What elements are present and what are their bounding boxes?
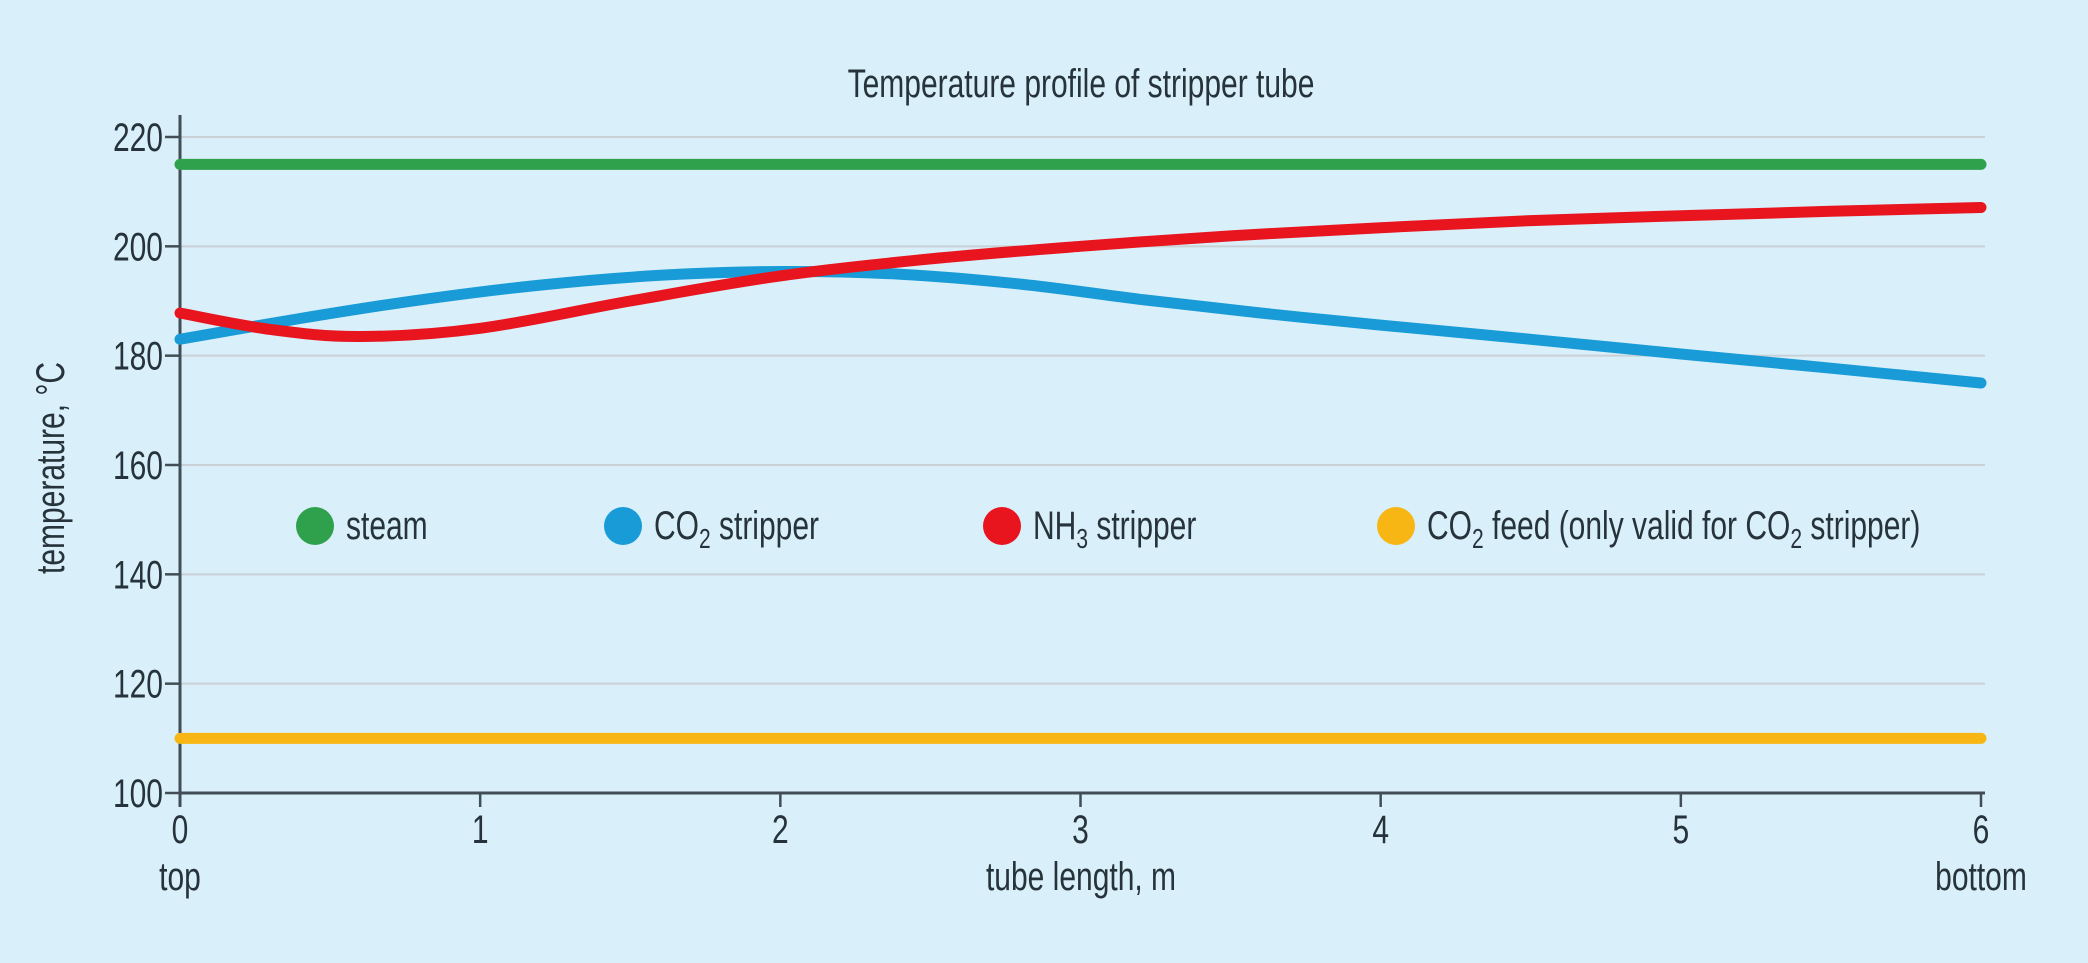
legend-item-co2-stripper: CO2 stripper (604, 504, 819, 555)
legend-swatch-steam (296, 507, 334, 545)
legend-label-text: CO (654, 504, 699, 548)
x-tick-label-1: 1 (472, 808, 489, 852)
x-axis-label: tube length, m (986, 855, 1176, 899)
y-tick-label-120: 120 (113, 663, 163, 707)
legend-label-subscript: 3 (1076, 524, 1088, 555)
legend: steam CO2 stripper NH3 stripper CO2 feed (o… (296, 504, 1920, 555)
curve-layer (174, 158, 1987, 744)
x-tick-label-0: 0 (172, 808, 189, 852)
legend-label-text: NH (1033, 504, 1076, 548)
legend-item-co2-feed: CO2 feed (only valid for CO2 stripper) (1377, 504, 1920, 555)
series-line-co2-stripper (174, 265, 1987, 389)
y-tick-label-200: 200 (113, 225, 163, 269)
legend-item-nh3-stripper: NH3 stripper (983, 504, 1197, 555)
x-tick-label-6: 6 (1973, 808, 1990, 852)
x-axis-end-label-bottom: bottom (1935, 855, 2027, 899)
y-axis-label: temperature, °C (29, 362, 73, 574)
x-tick-label-4: 4 (1372, 808, 1389, 852)
legend-swatch-nh3-stripper (983, 507, 1021, 545)
legend-label-subscript: 2 (1790, 524, 1802, 555)
axis-layer (165, 115, 1985, 807)
legend-label-text: stripper (711, 504, 820, 548)
x-tick-label-2: 2 (772, 808, 789, 852)
legend-label-steam: steam (346, 504, 428, 548)
x-axis-end-label-top: top (159, 855, 201, 899)
legend-label-co2-stripper: CO2 stripper (654, 504, 819, 555)
legend-item-steam: steam (296, 504, 428, 548)
legend-swatch-co2-feed (1377, 507, 1415, 545)
y-tick-label-180: 180 (113, 335, 163, 379)
legend-label-co2-feed: CO2 feed (only valid for CO2 stripper) (1427, 504, 1920, 555)
legend-label-subscript: 2 (1472, 524, 1484, 555)
y-tick-label-100: 100 (113, 772, 163, 816)
legend-label-text: feed (only valid for CO (1484, 504, 1791, 548)
legend-swatch-co2-stripper (604, 507, 642, 545)
legend-label-text: steam (346, 504, 428, 548)
legend-label-text: stripper (1088, 504, 1197, 548)
legend-label-text: stripper) (1802, 504, 1920, 548)
series-line-nh3-stripper (174, 202, 1987, 343)
x-tick-label-3: 3 (1072, 808, 1089, 852)
x-tick-label-5: 5 (1672, 808, 1689, 852)
y-tick-label-220: 220 (113, 116, 163, 160)
y-tick-label-160: 160 (113, 444, 163, 488)
tick-label-layer: 100 120 140 160 180 200 220 0 1 2 3 4 5 6 (113, 116, 1989, 852)
legend-label-text: CO (1427, 504, 1472, 548)
chart-title: Temperature profile of stripper tube (848, 62, 1315, 106)
legend-label-subscript: 2 (699, 524, 711, 555)
legend-label-nh3-stripper: NH3 stripper (1033, 504, 1197, 555)
y-tick-label-140: 140 (113, 553, 163, 597)
